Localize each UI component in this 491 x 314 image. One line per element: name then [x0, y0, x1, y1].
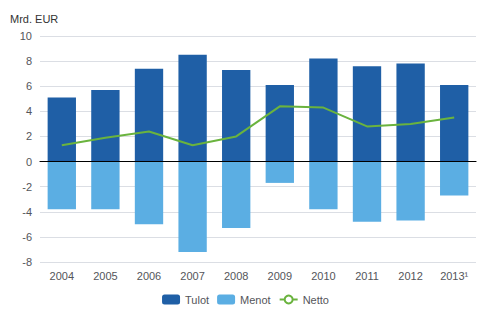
svg-text:Tulot: Tulot [185, 294, 209, 306]
svg-text:-6: -6 [22, 231, 32, 243]
svg-text:6: 6 [26, 80, 32, 92]
svg-text:Mrd. EUR: Mrd. EUR [10, 13, 58, 25]
svg-text:10: 10 [20, 30, 32, 42]
svg-text:2011: 2011 [355, 270, 379, 282]
svg-text:Menot: Menot [240, 294, 271, 306]
svg-text:2012: 2012 [398, 270, 422, 282]
svg-text:-2: -2 [22, 181, 32, 193]
svg-text:2005: 2005 [93, 270, 117, 282]
svg-text:8: 8 [26, 55, 32, 67]
svg-text:2008: 2008 [224, 270, 248, 282]
svg-text:0: 0 [26, 156, 32, 168]
svg-text:2006: 2006 [137, 270, 161, 282]
svg-text:2007: 2007 [180, 270, 204, 282]
svg-text:2004: 2004 [50, 270, 74, 282]
svg-text:Netto: Netto [303, 294, 329, 306]
svg-text:2: 2 [26, 130, 32, 142]
svg-text:-4: -4 [22, 206, 32, 218]
svg-text:2013¹: 2013¹ [440, 270, 468, 282]
svg-text:4: 4 [26, 105, 32, 117]
svg-text:2010: 2010 [311, 270, 335, 282]
svg-text:-8: -8 [22, 256, 32, 268]
svg-text:2009: 2009 [268, 270, 292, 282]
